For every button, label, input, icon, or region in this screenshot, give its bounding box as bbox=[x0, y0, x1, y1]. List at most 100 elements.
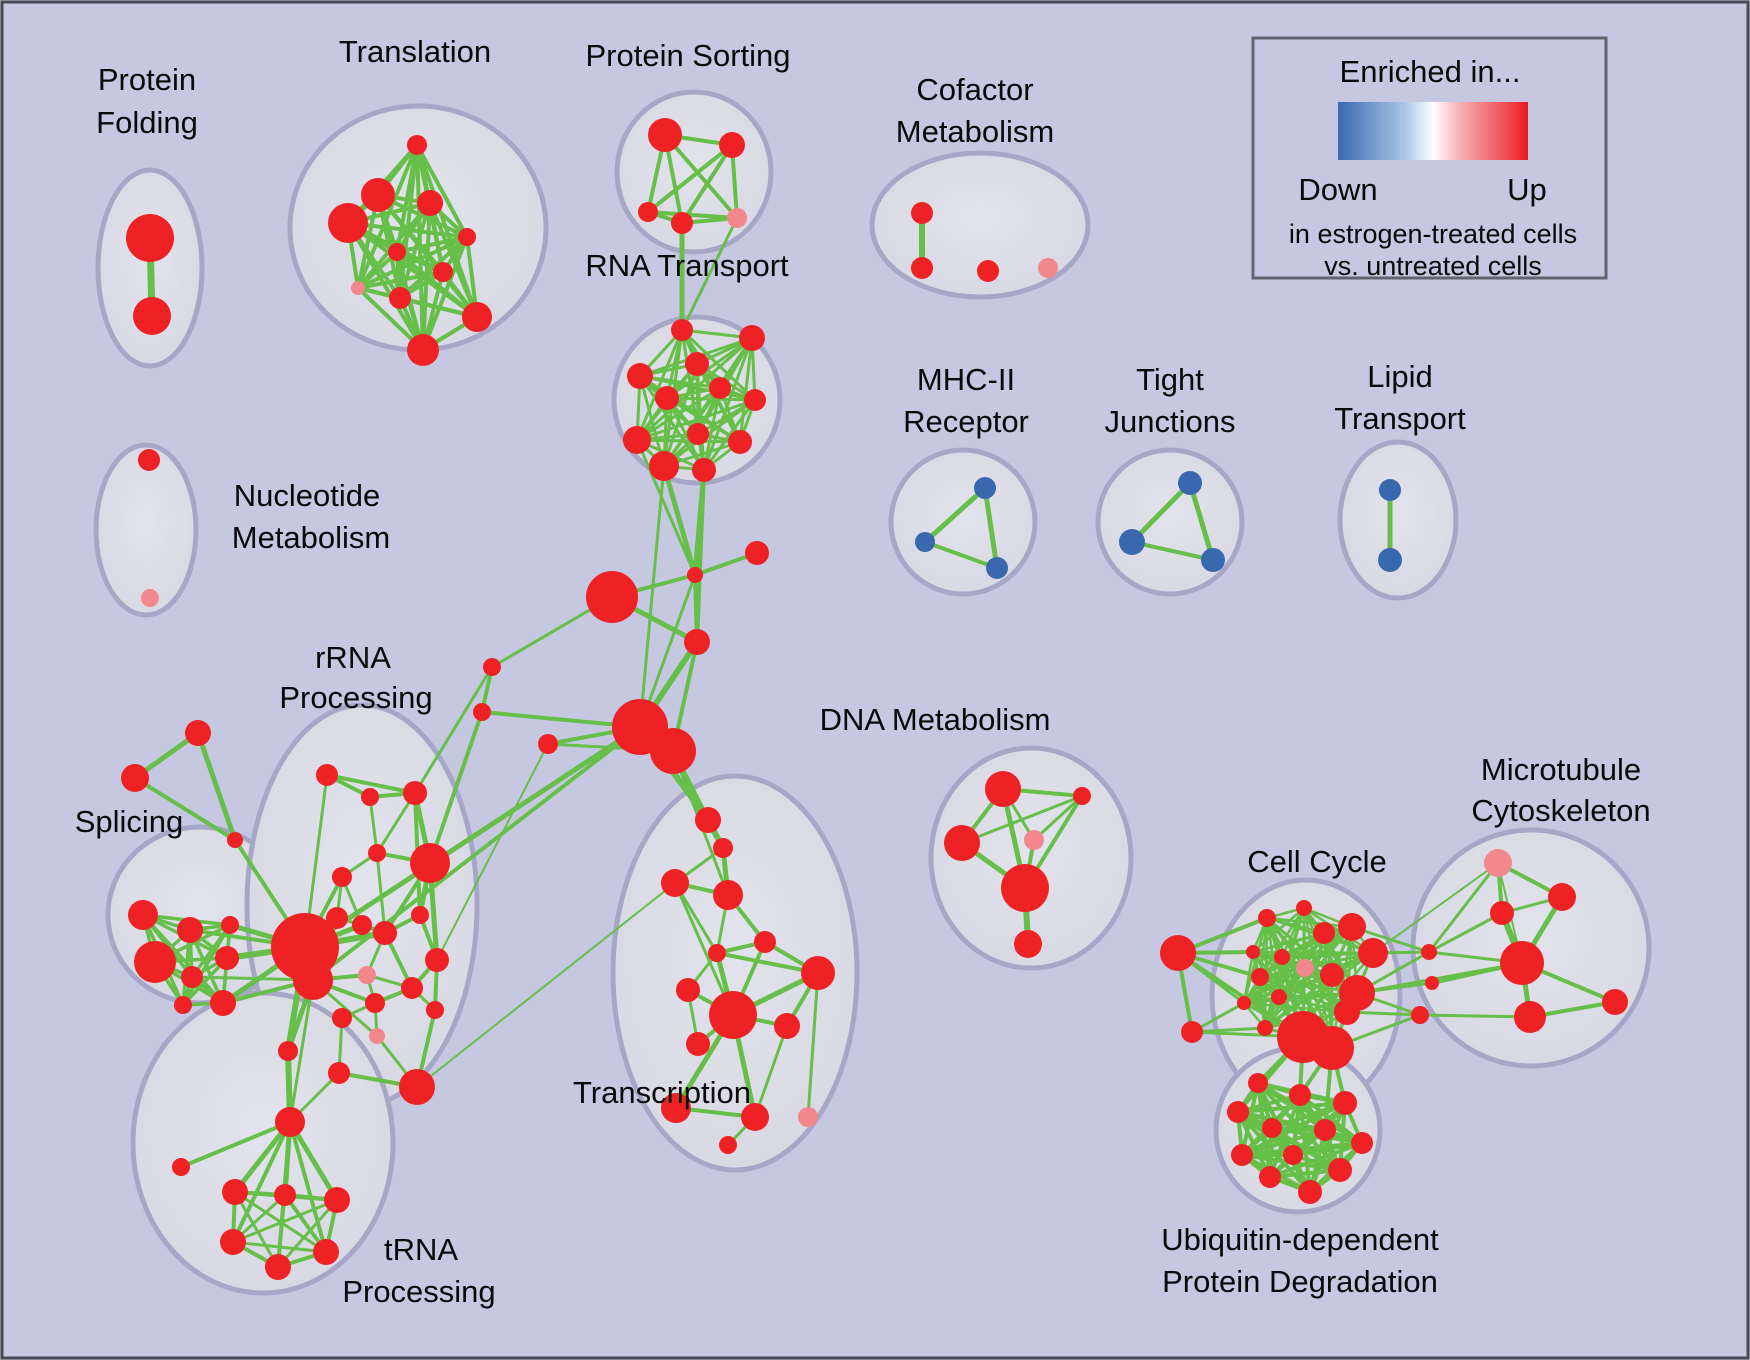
node-cellcycle-18[interactable] bbox=[1425, 976, 1439, 990]
node-protein-sorting-1[interactable] bbox=[719, 132, 745, 158]
node-rrna-0[interactable] bbox=[316, 764, 338, 786]
node-rna-transport-9[interactable] bbox=[728, 430, 752, 454]
node-rrna-1[interactable] bbox=[361, 788, 379, 806]
node-hub-2[interactable] bbox=[278, 1041, 298, 1061]
node-translation-2[interactable] bbox=[417, 190, 443, 216]
node-protein-sorting-4[interactable] bbox=[727, 208, 747, 228]
node-rna-transport-1[interactable] bbox=[739, 325, 765, 351]
node-splicing-7[interactable] bbox=[210, 990, 236, 1016]
node-transcription-2[interactable] bbox=[661, 869, 689, 897]
node-rrna-4[interactable] bbox=[332, 867, 352, 887]
node-translation-4[interactable] bbox=[458, 228, 476, 246]
node-cofactor-2[interactable] bbox=[977, 260, 999, 282]
node-rna-transport-8[interactable] bbox=[623, 426, 651, 454]
node-splicing-3[interactable] bbox=[134, 941, 176, 983]
node-chain-7[interactable] bbox=[483, 658, 501, 676]
node-rrna-11[interactable] bbox=[425, 948, 449, 972]
node-translation-9[interactable] bbox=[462, 302, 492, 332]
node-chain-8[interactable] bbox=[473, 703, 491, 721]
node-rrna-9[interactable] bbox=[411, 906, 429, 924]
node-nucleotide-1[interactable] bbox=[141, 589, 159, 607]
node-transcription-10[interactable] bbox=[686, 1032, 710, 1056]
node-rrna-8[interactable] bbox=[373, 921, 397, 945]
node-transcription-8[interactable] bbox=[709, 991, 757, 1039]
node-cofactor-3[interactable] bbox=[1038, 258, 1058, 278]
node-transcription-6[interactable] bbox=[801, 956, 835, 990]
node-mhc-1[interactable] bbox=[915, 532, 935, 552]
node-cellcycle-3[interactable] bbox=[1338, 913, 1366, 941]
node-trna-0[interactable] bbox=[275, 1107, 305, 1137]
node-protein-sorting-0[interactable] bbox=[648, 118, 682, 152]
node-transcription-0[interactable] bbox=[695, 807, 721, 833]
node-splicing-4[interactable] bbox=[181, 966, 203, 988]
node-translation-7[interactable] bbox=[351, 281, 365, 295]
node-cellcycle-17[interactable] bbox=[1421, 944, 1437, 960]
node-translation-10[interactable] bbox=[407, 334, 439, 366]
node-cellcycle-11[interactable] bbox=[1271, 989, 1287, 1005]
node-tight-2[interactable] bbox=[1201, 548, 1225, 572]
node-microtubule-5[interactable] bbox=[1602, 989, 1628, 1015]
node-cofactor-0[interactable] bbox=[911, 202, 933, 224]
node-ubiquitin-10[interactable] bbox=[1328, 1158, 1352, 1182]
node-rna-transport-7[interactable] bbox=[687, 423, 709, 445]
node-protein-folding-0[interactable] bbox=[126, 214, 174, 262]
node-trna-2[interactable] bbox=[274, 1184, 296, 1206]
node-splicing-1[interactable] bbox=[177, 917, 203, 943]
node-hub-1[interactable] bbox=[293, 960, 333, 1000]
node-cellcycle-1[interactable] bbox=[1296, 900, 1312, 916]
node-rna-transport-2[interactable] bbox=[685, 352, 709, 376]
node-splicing-2[interactable] bbox=[221, 916, 239, 934]
node-transcription-13[interactable] bbox=[798, 1107, 818, 1127]
node-trna-1[interactable] bbox=[222, 1179, 248, 1205]
node-transcription-3[interactable] bbox=[713, 880, 743, 910]
node-microtubule-1[interactable] bbox=[1548, 883, 1576, 911]
node-rrna-5[interactable] bbox=[410, 843, 450, 883]
node-rrna-7[interactable] bbox=[352, 915, 372, 935]
node-ubiquitin-11[interactable] bbox=[1298, 1180, 1322, 1204]
node-transcription-9[interactable] bbox=[774, 1013, 800, 1039]
node-tri-2[interactable] bbox=[227, 832, 243, 848]
node-transcription-14[interactable] bbox=[719, 1136, 737, 1154]
node-translation-5[interactable] bbox=[388, 243, 406, 261]
node-cellcycle-4[interactable] bbox=[1246, 945, 1260, 959]
node-rrna-2[interactable] bbox=[403, 781, 427, 805]
node-cellcycle-10[interactable] bbox=[1237, 996, 1251, 1010]
node-translation-6[interactable] bbox=[433, 262, 453, 282]
node-transcription-12[interactable] bbox=[741, 1103, 769, 1131]
node-tri-0[interactable] bbox=[185, 720, 211, 746]
node-dna-3[interactable] bbox=[1024, 830, 1044, 850]
node-rrna-10[interactable] bbox=[358, 966, 376, 984]
node-cofactor-1[interactable] bbox=[911, 257, 933, 279]
node-trna-4[interactable] bbox=[220, 1229, 246, 1255]
node-rrna-13[interactable] bbox=[365, 993, 385, 1013]
node-protein-folding-1[interactable] bbox=[133, 297, 171, 335]
node-cellcycle-0[interactable] bbox=[1258, 909, 1276, 927]
node-microtubule-3[interactable] bbox=[1500, 941, 1544, 985]
node-dna-1[interactable] bbox=[1073, 787, 1091, 805]
node-ubiquitin-5[interactable] bbox=[1314, 1119, 1336, 1141]
node-chain-5[interactable] bbox=[650, 728, 696, 774]
node-translation-8[interactable] bbox=[389, 287, 411, 309]
node-rna-transport-4[interactable] bbox=[709, 377, 731, 399]
node-transcription-11[interactable] bbox=[661, 1093, 691, 1123]
node-cellcycle-13[interactable] bbox=[1334, 999, 1360, 1025]
node-ubiquitin-1[interactable] bbox=[1289, 1084, 1311, 1106]
node-trna-5[interactable] bbox=[313, 1239, 339, 1265]
node-mhc-0[interactable] bbox=[974, 477, 996, 499]
node-ubiquitin-9[interactable] bbox=[1259, 1166, 1281, 1188]
node-cellcycle-21[interactable] bbox=[1181, 1021, 1203, 1043]
node-cellcycle-2[interactable] bbox=[1313, 922, 1335, 944]
node-chain-0[interactable] bbox=[687, 567, 703, 583]
node-dna-5[interactable] bbox=[1014, 930, 1042, 958]
node-lipid-0[interactable] bbox=[1379, 479, 1401, 501]
node-rna-transport-0[interactable] bbox=[671, 319, 693, 341]
node-ubiquitin-8[interactable] bbox=[1283, 1145, 1303, 1165]
node-cellcycle-7[interactable] bbox=[1320, 963, 1344, 987]
node-rna-transport-11[interactable] bbox=[692, 458, 716, 482]
node-rrna-14[interactable] bbox=[426, 1001, 444, 1019]
node-tight-0[interactable] bbox=[1178, 471, 1202, 495]
node-translation-1[interactable] bbox=[361, 178, 395, 212]
node-transcription-4[interactable] bbox=[708, 944, 726, 962]
node-dna-2[interactable] bbox=[944, 825, 980, 861]
node-trna-7[interactable] bbox=[172, 1158, 190, 1176]
